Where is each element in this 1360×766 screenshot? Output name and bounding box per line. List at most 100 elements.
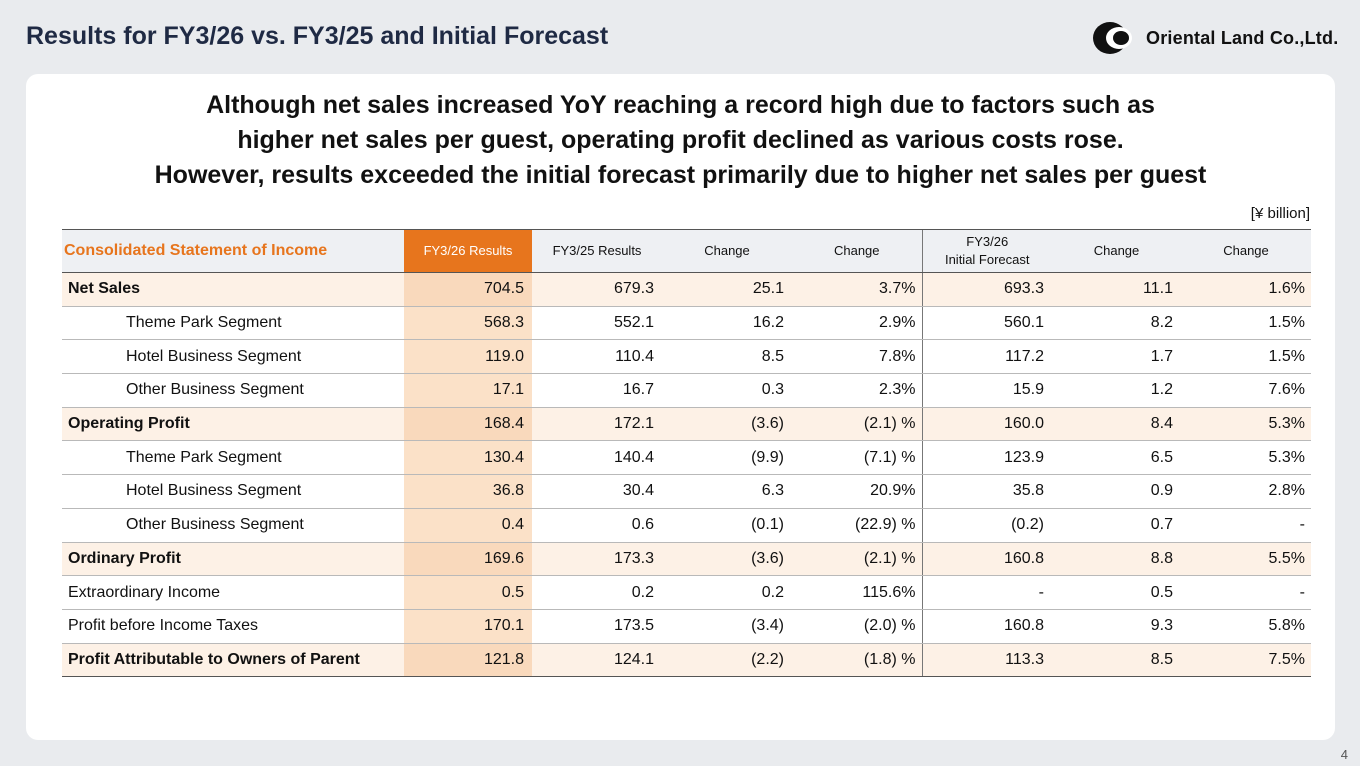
table-row: Operating Profit 168.4 172.1 (3.6) (2.1) % 16… xyxy=(62,407,1311,442)
cell-fy26-results: 17.1 xyxy=(404,373,532,408)
cell-change-percent: 7.8% xyxy=(792,339,922,375)
row-label: Theme Park Segment xyxy=(62,306,404,341)
cell-forecast-change-amount: 8.5 xyxy=(1052,643,1181,678)
header-forecast-change-percent: Change xyxy=(1181,229,1311,273)
cell-forecast-change-percent: 5.3% xyxy=(1181,407,1311,442)
table-row: Hotel Business Segment 36.8 30.4 6.3 20.9% 35… xyxy=(62,474,1311,509)
cell-fy25-results: 140.4 xyxy=(532,440,662,476)
cell-fy26-results: 0.5 xyxy=(404,575,532,610)
logo-text: Oriental Land Co.,Ltd. xyxy=(1146,27,1339,48)
cell-forecast-change-percent: 5.3% xyxy=(1181,440,1311,476)
table-row: Extraordinary Income 0.5 0.2 0.2 115.6% -0.5- xyxy=(62,575,1311,610)
cell-fy25-results: 16.7 xyxy=(532,373,662,408)
cell-initial-forecast: 160.8 xyxy=(921,609,1052,644)
cell-forecast-change-amount: 0.9 xyxy=(1052,474,1181,509)
cell-fy25-results: 552.1 xyxy=(532,306,662,341)
cell-fy25-results: 30.4 xyxy=(532,474,662,509)
header-forecast-line-1: FY3/26 xyxy=(966,234,1009,249)
cell-forecast-change-amount: 0.5 xyxy=(1052,575,1181,610)
row-label: Theme Park Segment xyxy=(62,440,404,476)
cell-change-amount: (3.4) xyxy=(662,609,792,644)
row-label: Profit before Income Taxes xyxy=(62,609,404,644)
cell-change-amount: 8.5 xyxy=(662,339,792,375)
cell-fy26-results: 130.4 xyxy=(404,440,532,476)
cell-change-percent: (2.1) % xyxy=(792,407,922,442)
cell-forecast-change-amount: 1.7 xyxy=(1052,339,1181,375)
cell-change-amount: 16.2 xyxy=(662,306,792,341)
cell-change-percent: (2.1) % xyxy=(792,542,922,577)
cell-forecast-change-percent: 2.8% xyxy=(1181,474,1311,509)
row-label: Ordinary Profit xyxy=(62,542,404,577)
cell-fy26-results: 704.5 xyxy=(404,272,532,307)
cell-fy26-results: 170.1 xyxy=(404,609,532,644)
cell-forecast-change-amount: 8.4 xyxy=(1052,407,1181,442)
cell-change-percent: 20.9% xyxy=(792,474,922,509)
cell-forecast-change-percent: 1.5% xyxy=(1181,306,1311,341)
cell-initial-forecast: 117.2 xyxy=(921,339,1052,375)
cell-change-amount: (3.6) xyxy=(662,407,792,442)
header-fy25-results: FY3/25 Results xyxy=(532,229,662,273)
cell-forecast-change-amount: 1.2 xyxy=(1052,373,1181,408)
cell-change-amount: (9.9) xyxy=(662,440,792,476)
cell-forecast-change-percent: - xyxy=(1181,575,1311,610)
cell-forecast-change-percent: 7.5% xyxy=(1181,643,1311,678)
table-row: Theme Park Segment 568.3 552.1 16.2 2.9% 560.… xyxy=(62,306,1311,341)
header-fy26-results: FY3/26 Results xyxy=(404,229,532,273)
header-forecast-line-2: Initial Forecast xyxy=(944,252,1030,267)
cell-fy26-results: 0.4 xyxy=(404,508,532,543)
cell-change-percent: 2.9% xyxy=(792,306,922,341)
oriental-land-logo-icon xyxy=(1093,22,1132,54)
cell-fy26-results: 168.4 xyxy=(404,407,532,442)
table-row: Other Business Segment 17.1 16.7 0.3 2.3% 15.… xyxy=(62,373,1311,408)
table-row: Net Sales 704.5 679.3 25.1 3.7% 693.3 11.1 1.6% xyxy=(62,272,1311,307)
row-label: Other Business Segment xyxy=(62,373,404,408)
cell-change-percent: 3.7% xyxy=(792,272,922,307)
unit-label: [¥ billion] xyxy=(1250,205,1310,222)
table-row: Theme Park Segment 130.4 140.4 (9.9) (7.1) %… xyxy=(62,440,1311,476)
cell-change-amount: (2.2) xyxy=(662,643,792,678)
cell-initial-forecast: 35.8 xyxy=(921,474,1052,509)
table-row: Profit Attributable to Owners of Parent 1… xyxy=(62,643,1311,678)
headline: Although net sales increased YoY reachin… xyxy=(26,88,1335,193)
cell-fy25-results: 0.2 xyxy=(532,575,662,610)
cell-fy26-results: 119.0 xyxy=(404,339,532,375)
row-label: Profit Attributable to Owners of Parent xyxy=(62,643,404,678)
cell-change-amount: 0.3 xyxy=(662,373,792,408)
header-change-amount: Change xyxy=(662,229,792,273)
cell-initial-forecast: 123.9 xyxy=(921,440,1052,476)
table-row: Profit before Income Taxes 170.1 173.5 (3.4… xyxy=(62,609,1311,644)
cell-initial-forecast: 15.9 xyxy=(921,373,1052,408)
header-forecast-change-amount: Change xyxy=(1052,229,1181,273)
cell-fy26-results: 568.3 xyxy=(404,306,532,341)
content-card: Although net sales increased YoY reachin… xyxy=(26,74,1335,740)
cell-change-percent: 2.3% xyxy=(792,373,922,408)
cell-change-amount: 0.2 xyxy=(662,575,792,610)
cell-initial-forecast: 560.1 xyxy=(921,306,1052,341)
company-logo: Oriental Land Co.,Ltd. xyxy=(1092,20,1338,56)
cell-change-percent: (2.0) % xyxy=(792,609,922,644)
cell-forecast-change-percent: 1.6% xyxy=(1181,272,1311,307)
income-statement-table: Consolidated Statement of Income FY3/26 … xyxy=(62,229,1311,678)
table-header-row: Consolidated Statement of Income FY3/26 … xyxy=(62,229,1311,273)
cell-fy25-results: 173.3 xyxy=(532,542,662,577)
cell-change-amount: (3.6) xyxy=(662,542,792,577)
cell-fy25-results: 172.1 xyxy=(532,407,662,442)
cell-forecast-change-amount: 9.3 xyxy=(1052,609,1181,644)
cell-change-percent: (22.9) % xyxy=(792,508,922,543)
cell-initial-forecast: 160.0 xyxy=(921,407,1052,442)
cell-initial-forecast: (0.2) xyxy=(921,508,1052,543)
cell-fy25-results: 124.1 xyxy=(532,643,662,678)
row-label: Operating Profit xyxy=(62,407,404,442)
cell-forecast-change-amount: 8.8 xyxy=(1052,542,1181,577)
cell-forecast-change-percent: 5.8% xyxy=(1181,609,1311,644)
table-row: Other Business Segment 0.4 0.6 (0.1) (22.9) … xyxy=(62,508,1311,543)
row-label: Net Sales xyxy=(62,272,404,307)
cell-initial-forecast: - xyxy=(921,575,1052,610)
cell-forecast-change-amount: 11.1 xyxy=(1052,272,1181,307)
cell-forecast-change-amount: 0.7 xyxy=(1052,508,1181,543)
headline-line-3: However, results exceeded the initial fo… xyxy=(154,161,1207,189)
slide-title: Results for FY3/26 vs. FY3/25 and Initia… xyxy=(26,22,609,50)
row-label: Hotel Business Segment xyxy=(62,339,404,375)
cell-fy26-results: 169.6 xyxy=(404,542,532,577)
header-initial-forecast: FY3/26 Initial Forecast xyxy=(921,229,1052,273)
